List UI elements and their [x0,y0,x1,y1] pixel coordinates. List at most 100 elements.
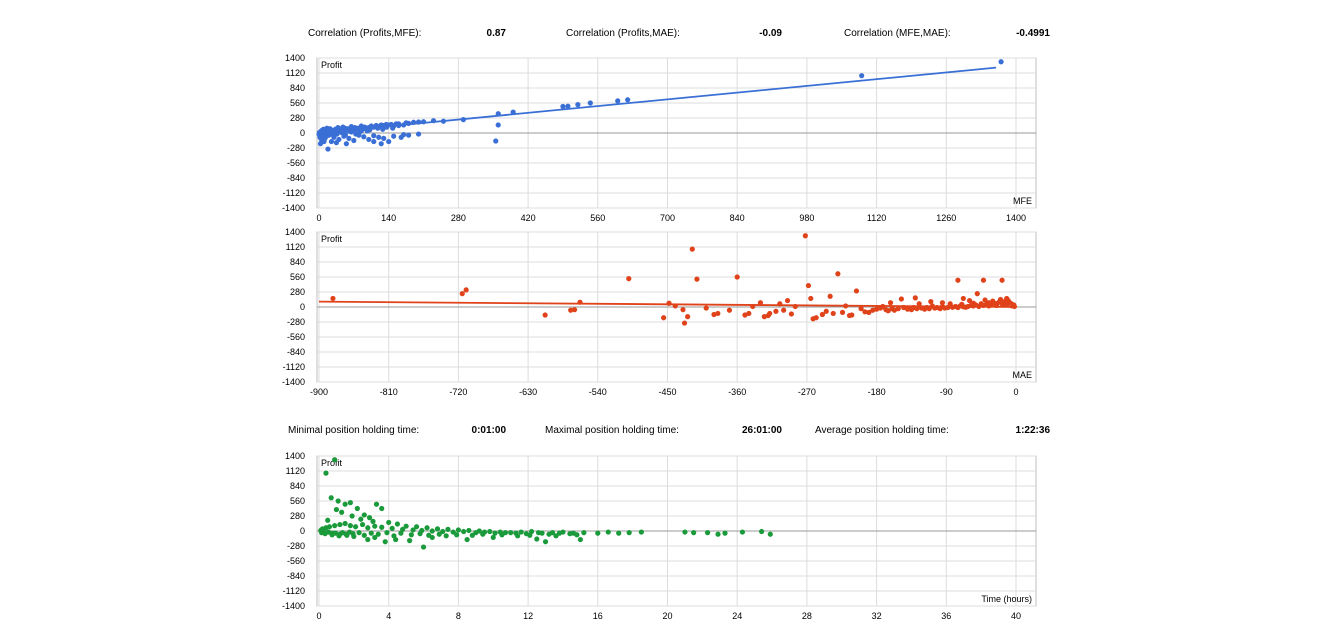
data-point [734,274,740,280]
data-point [406,132,412,138]
x-tick-label: 36 [941,611,951,621]
data-point [970,300,977,306]
corr-profits-mfe-label: Correlation (Profits,MFE): [308,28,422,39]
data-point [898,296,904,302]
data-point [784,297,791,304]
y-tick-label: 560 [290,98,305,108]
data-point [499,532,505,538]
data-point [835,271,841,277]
data-point [334,131,340,137]
y-tick-label: 840 [290,83,305,93]
data-point [758,528,765,535]
x-tick-label: 28 [802,611,812,621]
y-tick-label: 1120 [286,242,305,252]
y-tick-label: 560 [290,496,305,506]
data-point [347,500,353,506]
x-tick-label: 1120 [867,213,886,223]
data-point [916,301,922,307]
data-point [605,529,611,535]
x-tick-label: -720 [449,387,467,397]
y-tick-label: -560 [287,332,305,342]
data-point [339,509,345,515]
data-point [746,310,752,317]
data-point [986,300,992,306]
data-point [581,530,587,536]
data-point [398,134,404,140]
x-tick-label: 700 [660,213,675,223]
x-tick-label: 8 [456,611,461,621]
y-tick-label: -840 [287,173,305,183]
correlation-row: Correlation (Profits,MFE): 0.87 Correlat… [0,28,1327,48]
data-point [434,526,441,532]
data-point [567,531,573,537]
data-point [337,521,343,528]
y-tick-label: 1400 [285,451,305,461]
data-point [853,288,860,294]
data-point [371,133,377,139]
x-tick-label: 840 [730,213,745,223]
y-tick-label: 1400 [285,53,305,63]
data-point [715,531,721,537]
data-point [495,122,501,128]
y-tick-label: 280 [290,511,305,521]
data-point [454,532,460,538]
data-point [947,301,953,307]
data-point [773,308,779,314]
x-tick-label: -180 [868,387,886,397]
holding-time-row: Minimal position holding time: 0:01:00 M… [0,425,1327,445]
data-point [349,513,355,519]
data-point [371,138,377,145]
profit-vs-time-chart: 0 4 8 12 16 20 24 28 32 36 40 1400 1120 840 560 280 0 -28… [282,451,1037,621]
data-point [767,531,773,537]
data-point [571,307,578,313]
data-point [490,534,496,541]
data-point [830,310,836,317]
x-axis-label: MAE [1012,370,1032,380]
data-point [955,277,961,283]
x-tick-label: 4 [386,611,391,621]
y-tick-label: -560 [287,556,305,566]
data-point [413,524,420,530]
data-point [704,530,711,536]
avg-holding-label: Average position holding time: [815,425,949,436]
data-point [568,307,574,313]
data-point [689,246,695,252]
data-point [858,306,864,312]
data-point [638,529,644,535]
max-holding-value: 26:01:00 [741,425,782,436]
data-point [508,530,514,536]
data-point [722,530,728,536]
y-tick-label: 280 [290,113,305,123]
x-tick-label: 40 [1011,611,1021,621]
y-tick-label: -1120 [283,362,305,372]
data-point [827,293,833,299]
data-point [703,305,709,311]
corr-profits-mae-label: Correlation (Profits,MAE): [566,28,680,39]
data-point [615,98,621,104]
data-point [980,277,987,283]
data-point [342,520,348,527]
x-axis-label: MFE [1013,196,1032,206]
data-point [415,131,422,137]
data-point [715,310,721,317]
data-point [379,524,385,530]
data-point [461,528,467,535]
data-point [424,525,430,531]
x-tick-label: -270 [798,387,816,397]
data-point [357,129,363,135]
data-point [914,306,920,312]
data-point [389,525,395,531]
data-point [616,530,622,536]
data-point [333,506,340,513]
data-point [480,531,486,537]
data-point [366,515,373,521]
data-point [376,134,382,140]
data-point [691,530,697,536]
data-point [808,295,814,302]
data-point [625,97,631,103]
data-point [325,517,331,523]
data-point [959,301,965,307]
x-axis-label: Time (hours) [981,594,1032,604]
data-point [386,519,392,526]
data-point [353,131,359,137]
